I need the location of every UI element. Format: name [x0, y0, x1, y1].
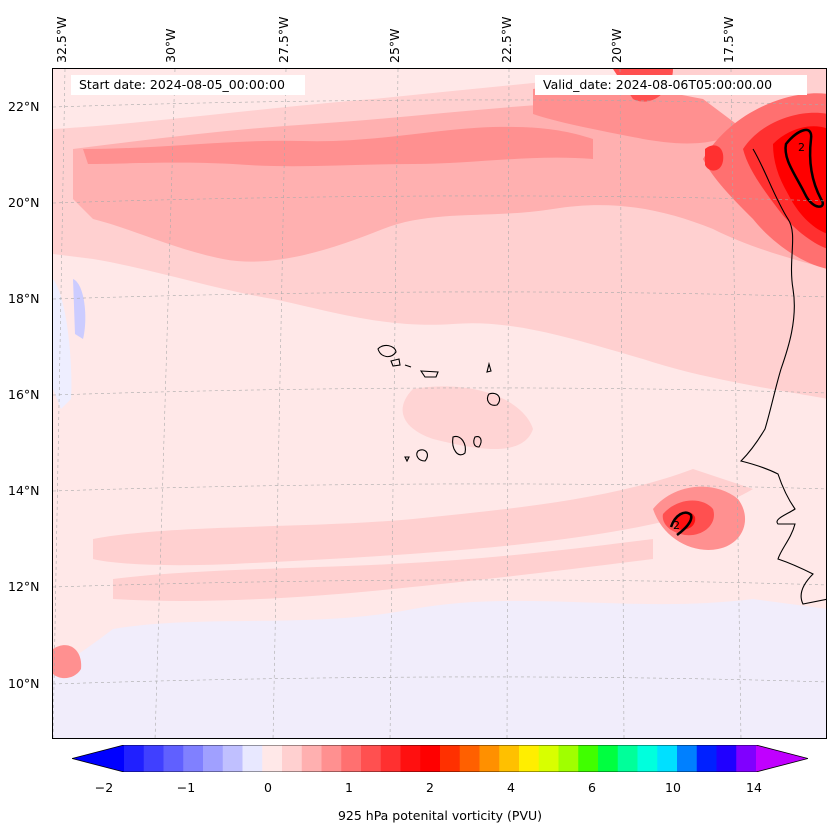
cbar-segment [341, 745, 362, 772]
lon-label-27-5w: 27.5°W [276, 16, 291, 63]
cbar-segment [222, 745, 243, 772]
cbar-segment [361, 745, 382, 772]
lon-label-32-5w: 32.5°W [54, 16, 69, 63]
lon-label-22-5w: 22.5°W [499, 16, 514, 63]
lon-label-17-5w: 17.5°W [721, 16, 736, 63]
cbar-segment [400, 745, 421, 772]
cbar-segment [143, 745, 164, 772]
cbar-segment [578, 745, 599, 772]
lat-label-10n: 10°N [8, 676, 40, 691]
cbar-tick-14: 14 [746, 780, 762, 795]
lon-label-20w: 20°W [609, 28, 624, 63]
cbar-segment [301, 745, 322, 772]
cbar-tick-1: 1 [345, 780, 353, 795]
cbar-segment [499, 745, 520, 772]
cbar-tick-4: 4 [507, 780, 515, 795]
contour-label-2-senegal: 2 [673, 519, 680, 532]
cbar-segment [282, 745, 303, 772]
start-date-label: Start date: 2024-08-05_00:00:00 [71, 75, 305, 95]
cbar-tick-6: 6 [588, 780, 596, 795]
cbar-segment [479, 745, 500, 772]
cbar-segment [538, 745, 559, 772]
lat-label-20n: 20°N [8, 195, 40, 210]
lat-label-16n: 16°N [8, 387, 40, 402]
cbar-segment [262, 745, 283, 772]
cbar-segment [163, 745, 184, 772]
cbar-segment [459, 745, 480, 772]
cbar-tick-10: 10 [665, 780, 681, 795]
cape-verde-islands [377, 344, 501, 463]
cbar-segment [420, 745, 441, 772]
cbar-tick-neg2: −2 [94, 780, 114, 795]
contour-2pvu-senegal [669, 511, 693, 536]
lon-label-30w: 30°W [163, 28, 178, 63]
map-panel: 2 2 [52, 68, 827, 739]
pv-field-layer: 2 2 [53, 69, 826, 738]
cbar-tick-neg1: −1 [176, 780, 196, 795]
cbar-segment [203, 745, 224, 772]
cbar-segment [183, 745, 204, 772]
cbar-segment [321, 745, 342, 772]
cbar-segment [657, 745, 678, 772]
contour-2pvu-northeast [784, 128, 824, 208]
cbar-segment [617, 745, 638, 772]
cbar-segment [716, 745, 737, 772]
negative-pv-band-south [53, 599, 826, 738]
lat-label-22n: 22°N [8, 99, 40, 114]
cbar-segment [380, 745, 401, 772]
graticule [53, 69, 826, 738]
cbar-segment [519, 745, 540, 772]
colorbar-label: 925 hPa potenital vorticity (PVU) [337, 808, 543, 823]
cbar-segment [598, 745, 619, 772]
lon-label-25w: 25°W [387, 28, 402, 63]
colorbar [72, 745, 808, 772]
contour-label-2-northeast: 2 [798, 141, 805, 154]
cbar-segment [124, 745, 145, 772]
cbar-segment [677, 745, 698, 772]
valid-date-label: Valid_date: 2024-08-06T05:00:00.00 [535, 75, 807, 95]
cbar-segment [696, 745, 717, 772]
lat-label-14n: 14°N [8, 483, 40, 498]
cbar-segment [242, 745, 263, 772]
cbar-tick-2: 2 [426, 780, 434, 795]
cbar-extend-high [756, 745, 808, 772]
cbar-extend-low [72, 745, 124, 772]
coastline-west-africa [739, 148, 826, 605]
cbar-segment [736, 745, 757, 772]
cbar-segment [440, 745, 461, 772]
lat-label-12n: 12°N [8, 579, 40, 594]
cbar-segment [637, 745, 658, 772]
lat-label-18n: 18°N [8, 291, 40, 306]
cbar-segment [558, 745, 579, 772]
cbar-tick-0: 0 [264, 780, 272, 795]
